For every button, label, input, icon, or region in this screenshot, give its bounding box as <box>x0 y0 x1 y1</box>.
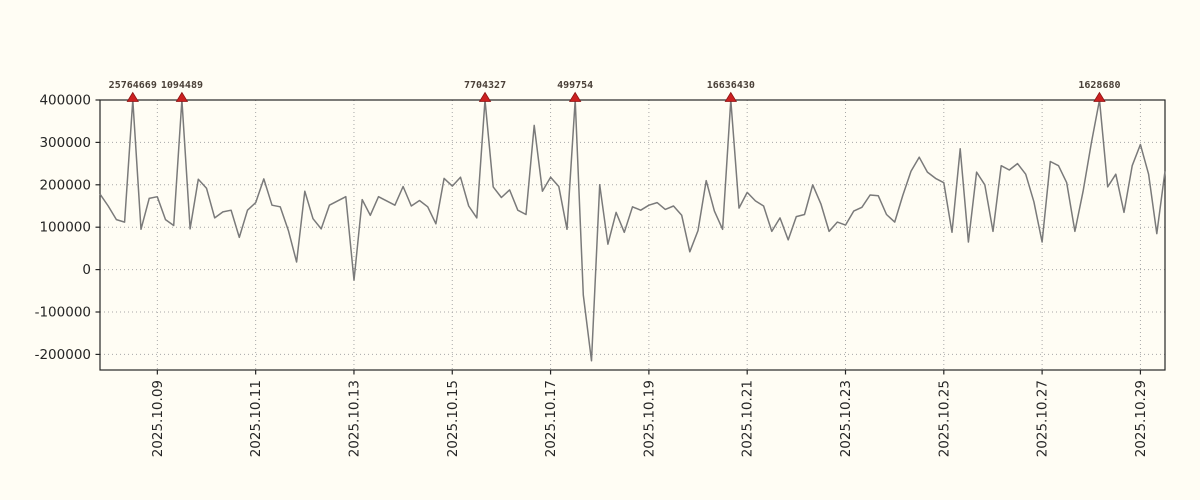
x-axis-tick-label: 2025.10.25 <box>936 380 952 457</box>
x-axis-tick-label: 2025.10.09 <box>150 380 166 457</box>
spike-marker-triangle <box>478 91 492 102</box>
spike-value-annotation: 1094489 <box>161 80 203 91</box>
spike-value-annotation: 1628680 <box>1078 80 1120 91</box>
y-axis-tick-label: 100000 <box>39 220 91 236</box>
y-axis-tick-label: 400000 <box>39 93 91 109</box>
plot-box-spines <box>99 99 1166 371</box>
spike-value-annotation: 25764669 <box>109 80 157 91</box>
x-axis-tick-label: 2025.10.27 <box>1035 380 1051 457</box>
spike-value-annotation: 16636430 <box>707 80 755 91</box>
videoviews-series-line <box>99 99 1166 362</box>
x-axis-tick-label: 2025.10.15 <box>445 380 461 457</box>
x-axis-tick-label: 2025.10.19 <box>641 380 657 457</box>
spike-marker-triangle <box>126 91 139 102</box>
y-axis-tick-label: 200000 <box>39 177 91 193</box>
y-axis-tick-label: -100000 <box>35 304 91 320</box>
x-axis-tick-label: 2025.10.29 <box>1133 380 1149 457</box>
x-axis-tick-label: 2025.10.13 <box>346 380 362 457</box>
spike-marker-triangle <box>724 91 738 102</box>
spike-value-annotation: 499754 <box>557 80 593 91</box>
spike-marker-triangle <box>568 91 582 102</box>
x-axis-tick-label: 2025.10.11 <box>248 380 264 457</box>
x-axis-tick-label: 2025.10.21 <box>740 380 756 457</box>
spike-marker-triangle <box>175 91 189 102</box>
x-axis-tick-label: 2025.10.17 <box>543 380 559 457</box>
x-axis-tick-label: 2025.10.23 <box>838 380 854 457</box>
y-axis-tick-label: 0 <box>82 262 91 278</box>
y-axis-tick-label: -200000 <box>35 347 91 363</box>
y-axis-tick-label: 300000 <box>39 135 91 151</box>
spike-marker-triangle <box>1093 91 1106 102</box>
spike-value-annotation: 7704327 <box>464 80 506 91</box>
